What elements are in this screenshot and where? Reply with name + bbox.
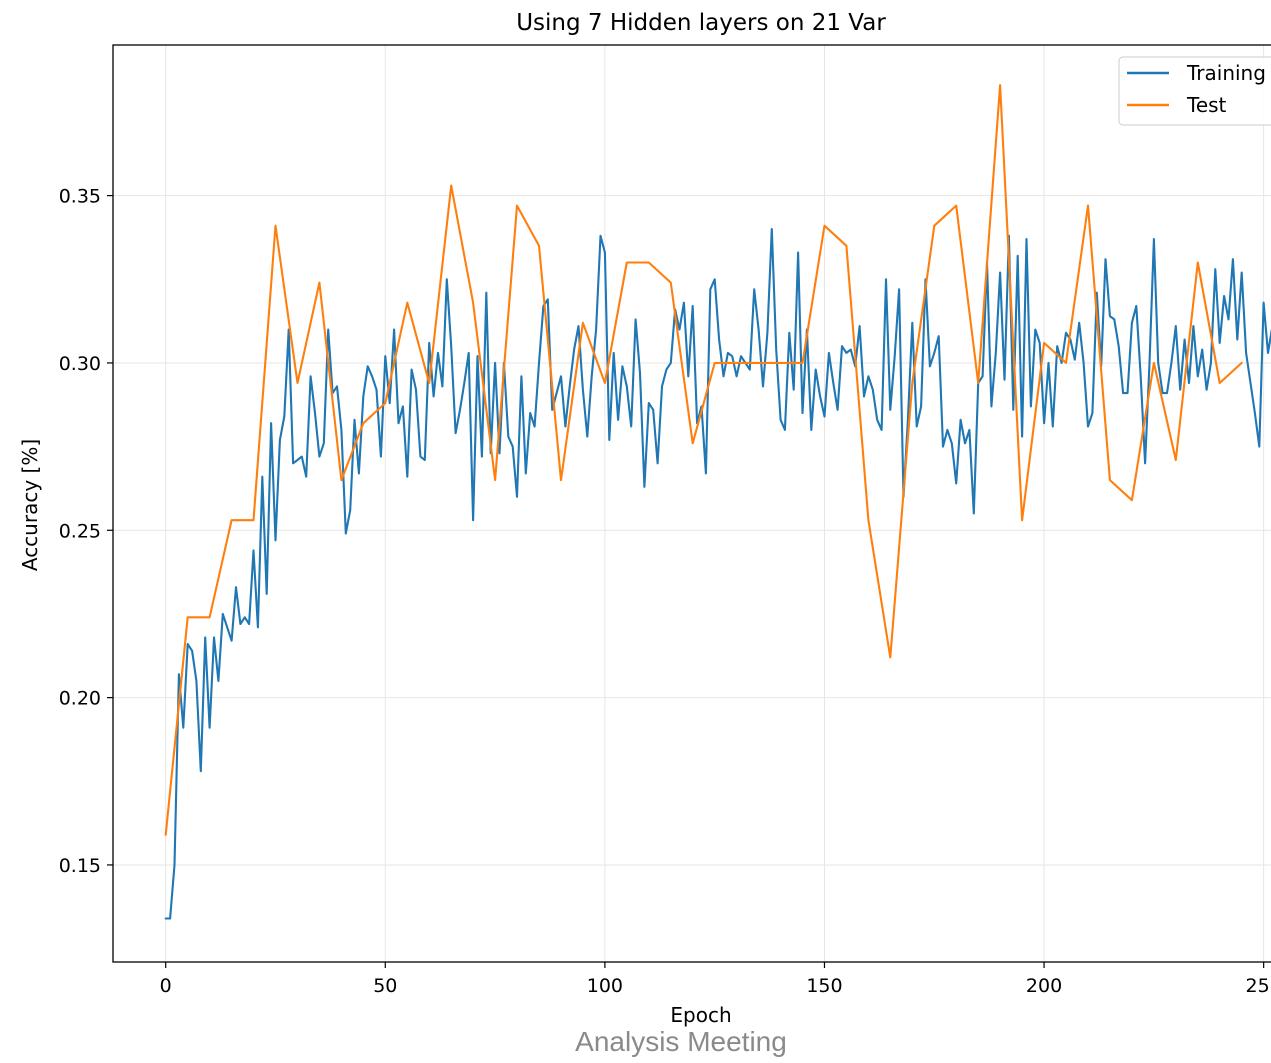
- axis-ticks: 0 50 100 150 200 250 0.15 0.20 0.25 0.30 0.35: [59, 186, 1271, 997]
- series-line-test: [164, 84, 1243, 836]
- x-tick-label: 150: [806, 975, 842, 997]
- series-line-training: [164, 228, 1271, 920]
- plot-series: [164, 84, 1271, 920]
- y-axis-label: Accuracy [%]: [18, 439, 42, 571]
- x-axis-label: Epoch: [670, 1003, 731, 1027]
- x-tick-label: 50: [373, 975, 397, 997]
- legend-label-test: Test: [1186, 93, 1227, 117]
- x-tick-label: 200: [1026, 975, 1062, 997]
- x-tick-label: 250: [1246, 975, 1271, 997]
- y-tick-label: 0.30: [59, 353, 101, 375]
- y-tick-label: 0.25: [59, 520, 101, 542]
- x-tick-label: 100: [587, 975, 623, 997]
- y-tick-label: 0.20: [59, 688, 101, 710]
- grid-lines: [113, 45, 1271, 962]
- chart-title: Using 7 Hidden layers on 21 Var: [516, 10, 886, 36]
- y-tick-label: 0.35: [59, 186, 101, 208]
- y-tick-label: 0.15: [59, 855, 101, 877]
- legend-label-training: Training: [1186, 61, 1266, 85]
- legend: Training Test: [1118, 56, 1271, 126]
- footer-caption: Analysis Meeting: [575, 1026, 787, 1057]
- plot-frame: [112, 44, 1271, 963]
- x-tick-label: 0: [160, 975, 172, 997]
